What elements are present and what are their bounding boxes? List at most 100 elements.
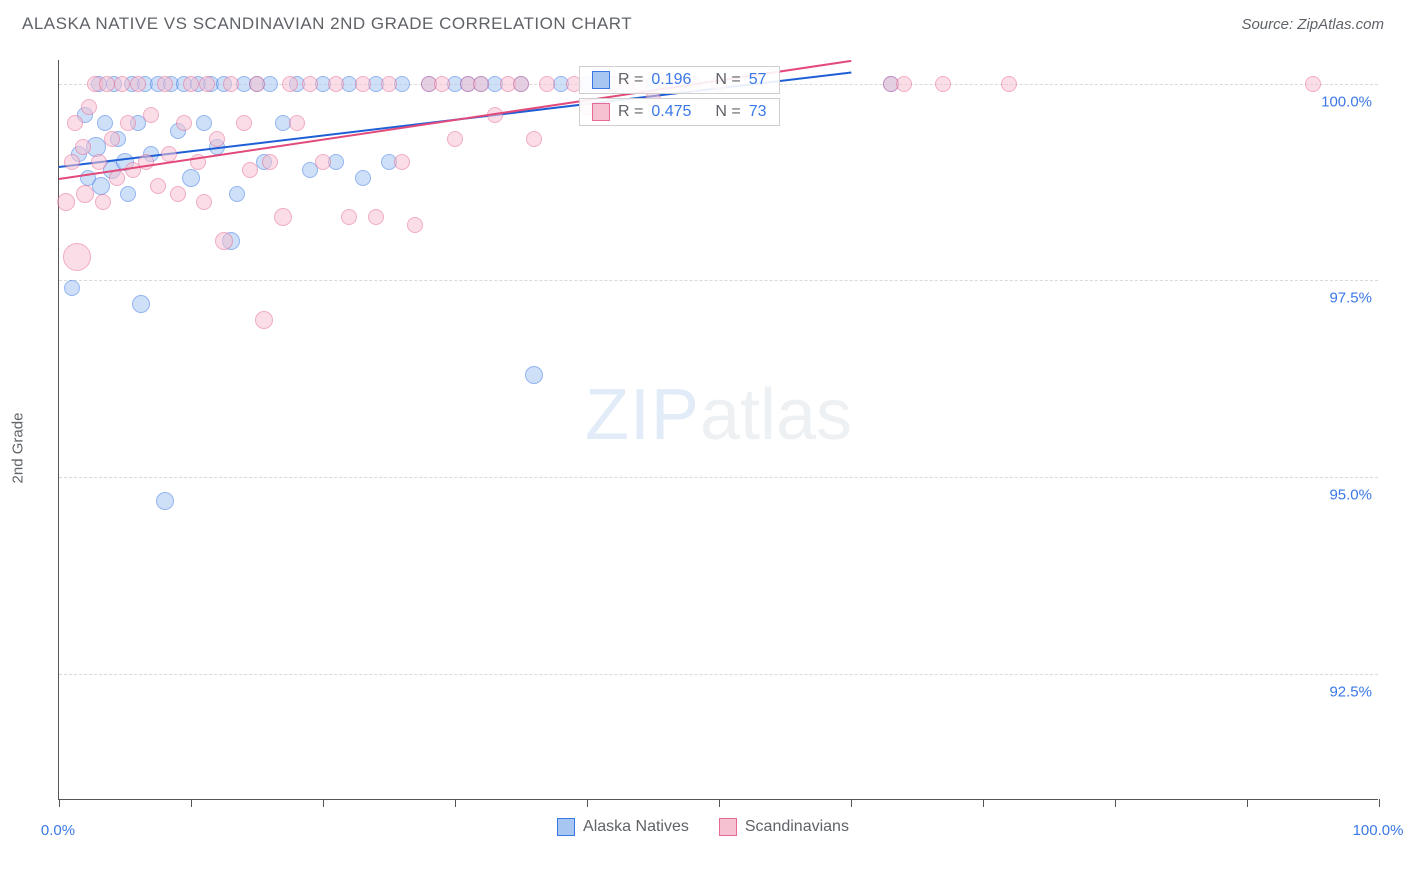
x-tick-label: 0.0% — [41, 822, 75, 839]
scatter-point-scand — [328, 76, 344, 92]
scatter-point-scand — [242, 162, 258, 178]
scatter-point-alaska — [355, 170, 371, 186]
y-tick-label: 92.5% — [1329, 684, 1372, 701]
scatter-point-scand — [130, 76, 146, 92]
legend-swatch — [719, 818, 737, 836]
x-tick — [719, 799, 720, 807]
y-tick-label: 100.0% — [1321, 93, 1372, 110]
scatter-point-scand — [157, 76, 173, 92]
scatter-point-scand — [355, 76, 371, 92]
legend-swatch — [557, 818, 575, 836]
scatter-point-scand — [896, 76, 912, 92]
scatter-point-scand — [91, 154, 107, 170]
y-tick-label: 95.0% — [1329, 487, 1372, 504]
scatter-point-scand — [223, 76, 239, 92]
scatter-point-scand — [381, 76, 397, 92]
scatter-point-scand — [99, 76, 115, 92]
scatter-point-scand — [302, 76, 318, 92]
stats-swatch — [592, 71, 610, 89]
scatter-point-scand — [183, 76, 199, 92]
stats-r-label: R = — [618, 103, 643, 121]
scatter-point-scand — [282, 76, 298, 92]
scatter-point-scand — [75, 139, 91, 155]
scatter-point-scand — [150, 178, 166, 194]
scatter-point-scand — [1305, 76, 1321, 92]
x-tick — [455, 799, 456, 807]
stats-n-label: N = — [715, 103, 740, 121]
scatter-point-alaska — [182, 169, 200, 187]
scatter-point-scand — [104, 131, 120, 147]
source-label: Source: ZipAtlas.com — [1241, 16, 1384, 33]
scatter-point-scand — [199, 76, 215, 92]
scatter-point-scand — [255, 311, 273, 329]
stats-box-scand: R = 0.475 N = 73 — [579, 98, 780, 126]
scatter-point-scand — [176, 115, 192, 131]
stats-r-value: 0.196 — [651, 71, 691, 89]
scatter-point-scand — [64, 154, 80, 170]
scatter-point-scand — [368, 209, 384, 225]
stats-n-label: N = — [715, 71, 740, 89]
chart-area: 2nd Grade ZIPatlas 92.5% 95.0% 97.5% 100.0%… — [0, 48, 1406, 848]
scatter-point-scand — [95, 194, 111, 210]
x-tick — [1115, 799, 1116, 807]
scatter-point-alaska — [156, 492, 174, 510]
scatter-point-alaska — [525, 366, 543, 384]
stats-n-value: 73 — [749, 103, 767, 121]
scatter-point-scand — [170, 186, 186, 202]
stats-n-value: 57 — [749, 71, 767, 89]
scatter-point-scand — [236, 115, 252, 131]
x-tick — [1379, 799, 1380, 807]
scatter-point-scand — [81, 99, 97, 115]
scatter-point-scand — [215, 232, 233, 250]
x-tick — [1247, 799, 1248, 807]
y-tick-label: 97.5% — [1329, 290, 1372, 307]
legend-item-scand: Scandinavians — [719, 818, 849, 836]
legend-label: Alaska Natives — [583, 818, 689, 836]
scatter-point-scand — [434, 76, 450, 92]
scatter-point-alaska — [97, 115, 113, 131]
y-axis-label: 2nd Grade — [10, 413, 27, 484]
scatter-point-scand — [114, 76, 130, 92]
gridline-h — [59, 674, 1378, 675]
scatter-point-scand — [935, 76, 951, 92]
legend-label: Scandinavians — [745, 818, 849, 836]
scatter-point-scand — [407, 217, 423, 233]
scatter-point-scand — [274, 208, 292, 226]
stats-swatch — [592, 103, 610, 121]
x-tick — [983, 799, 984, 807]
stats-r-value: 0.475 — [651, 103, 691, 121]
scatter-point-scand — [196, 194, 212, 210]
scatter-point-scand — [394, 154, 410, 170]
watermark: ZIPatlas — [585, 374, 852, 456]
legend: Alaska Natives Scandinavians — [0, 818, 1406, 836]
scatter-point-scand — [289, 115, 305, 131]
scatter-point-scand — [447, 131, 463, 147]
scatter-point-alaska — [64, 280, 80, 296]
scatter-point-alaska — [120, 186, 136, 202]
scatter-point-scand — [341, 209, 357, 225]
scatter-point-scand — [526, 131, 542, 147]
scatter-point-scand — [143, 107, 159, 123]
scatter-point-scand — [209, 131, 225, 147]
plot-area: ZIPatlas 92.5% 95.0% 97.5% 100.0% R = 0.196 N … — [58, 60, 1378, 800]
stats-r-label: R = — [618, 71, 643, 89]
x-tick — [59, 799, 60, 807]
scatter-point-alaska — [132, 295, 150, 313]
scatter-point-scand — [262, 154, 278, 170]
x-tick — [191, 799, 192, 807]
scatter-point-scand — [67, 115, 83, 131]
gridline-h — [59, 280, 1378, 281]
scatter-point-scand — [120, 115, 136, 131]
scatter-point-scand — [1001, 76, 1017, 92]
gridline-h — [59, 477, 1378, 478]
x-tick — [851, 799, 852, 807]
scatter-point-scand — [63, 243, 91, 271]
scatter-point-scand — [138, 154, 154, 170]
scatter-point-scand — [57, 193, 75, 211]
scatter-point-scand — [109, 170, 125, 186]
scatter-point-scand — [473, 76, 489, 92]
stats-box-alaska: R = 0.196 N = 57 — [579, 66, 780, 94]
scatter-point-scand — [76, 185, 94, 203]
scatter-point-alaska — [92, 177, 110, 195]
x-tick — [587, 799, 588, 807]
